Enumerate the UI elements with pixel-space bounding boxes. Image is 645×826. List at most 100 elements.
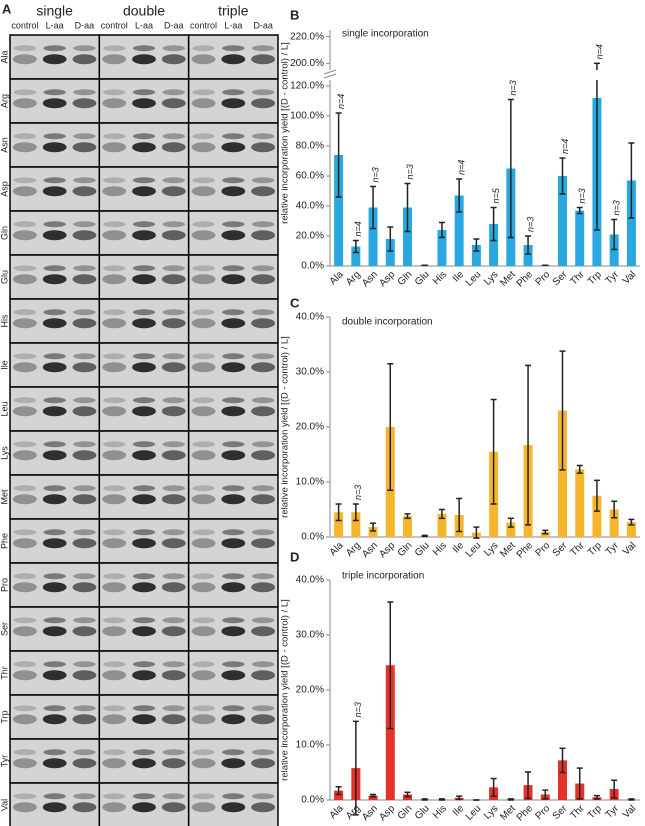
band xyxy=(103,221,126,228)
band xyxy=(103,573,126,580)
band xyxy=(162,265,185,272)
band xyxy=(12,450,37,461)
band xyxy=(222,353,245,360)
chart-title: triple incorporation xyxy=(342,571,424,582)
band xyxy=(132,758,156,769)
band xyxy=(161,142,186,153)
band xyxy=(191,186,216,197)
band xyxy=(162,485,185,492)
x-tick-label: Leu xyxy=(464,269,484,289)
annotation: n=4 xyxy=(457,160,467,175)
band xyxy=(222,573,245,580)
band xyxy=(221,450,246,461)
annotation: n=4 xyxy=(336,94,346,109)
band xyxy=(161,362,186,373)
break-mark xyxy=(323,69,337,75)
band xyxy=(132,221,156,228)
bar xyxy=(558,176,567,266)
band xyxy=(132,45,156,52)
band xyxy=(222,309,245,316)
y-tick-label: 10.0% xyxy=(296,477,324,488)
bar xyxy=(334,155,344,266)
band xyxy=(162,89,185,96)
band xyxy=(72,582,97,593)
group-label: single xyxy=(36,3,73,19)
band xyxy=(132,230,156,241)
row-label: Val xyxy=(0,799,9,811)
band xyxy=(191,406,216,417)
band xyxy=(102,758,127,769)
band xyxy=(161,406,186,417)
band xyxy=(103,705,126,712)
band xyxy=(192,529,215,536)
band xyxy=(222,177,245,184)
band xyxy=(13,529,37,536)
band xyxy=(13,705,37,712)
x-tick-label: Tyr xyxy=(604,803,622,821)
band xyxy=(221,802,246,813)
x-tick-label: His xyxy=(431,803,449,821)
y-tick-label: 0.0% xyxy=(301,532,324,543)
band xyxy=(162,793,185,800)
band xyxy=(43,133,66,140)
band xyxy=(192,441,215,448)
x-tick-label: Trp xyxy=(586,540,604,558)
band xyxy=(132,626,156,637)
band xyxy=(221,538,246,549)
band xyxy=(103,45,126,52)
bar xyxy=(368,795,378,800)
band xyxy=(42,98,67,109)
x-tick-label: Ala xyxy=(328,540,346,558)
band xyxy=(132,714,156,725)
x-tick-label: Gln xyxy=(396,803,415,822)
band xyxy=(102,538,127,549)
band xyxy=(251,142,276,153)
bar xyxy=(403,516,412,537)
band xyxy=(103,133,126,140)
band xyxy=(132,529,156,536)
band xyxy=(72,450,97,461)
x-tick-label: Phe xyxy=(515,540,536,561)
band xyxy=(13,749,37,756)
band xyxy=(222,617,245,624)
band xyxy=(43,529,66,536)
band xyxy=(103,529,126,536)
band xyxy=(73,45,96,52)
band xyxy=(222,441,245,448)
band xyxy=(251,573,275,580)
band xyxy=(73,353,96,360)
band xyxy=(72,758,97,769)
bar xyxy=(368,207,378,266)
x-tick-label: Ser xyxy=(551,803,570,822)
band xyxy=(42,758,67,769)
band xyxy=(42,538,67,549)
band xyxy=(103,793,126,800)
row-label: Ser xyxy=(0,622,9,636)
band xyxy=(43,353,66,360)
row-label: Ala xyxy=(0,50,9,63)
band xyxy=(161,186,186,197)
band xyxy=(43,749,66,756)
annotation: n=3 xyxy=(353,485,363,500)
band xyxy=(42,54,67,65)
band xyxy=(222,705,245,712)
band xyxy=(222,221,245,228)
band xyxy=(43,793,66,800)
band xyxy=(13,441,37,448)
x-tick-label: Arg xyxy=(344,540,363,559)
band xyxy=(161,802,186,813)
row-label: Tyr xyxy=(0,755,9,768)
band xyxy=(13,89,37,96)
band xyxy=(221,142,246,153)
band xyxy=(251,670,276,681)
band xyxy=(13,793,37,800)
band xyxy=(132,661,156,668)
band xyxy=(251,450,276,461)
annotation: n=3 xyxy=(405,164,415,179)
band xyxy=(222,397,245,404)
y-tick-label: 40.0% xyxy=(296,312,324,323)
row-label: Leu xyxy=(0,401,9,416)
band xyxy=(43,441,66,448)
y-axis-label: relative incorporation yield [(D - contr… xyxy=(280,336,291,518)
